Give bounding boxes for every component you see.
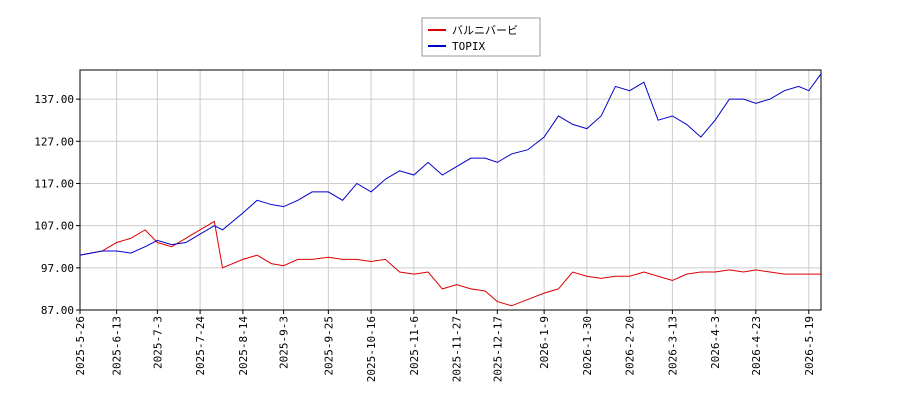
y-tick-label: 117.00: [34, 177, 74, 190]
x-tick-label: 2025-11-27: [451, 316, 464, 382]
x-tick-label: 2025-6-13: [111, 316, 124, 376]
x-tick-label: 2026-2-20: [624, 316, 637, 376]
x-tick-label: 2026-4-23: [750, 316, 763, 376]
legend-label: TOPIX: [452, 40, 485, 53]
x-tick-label: 2025-7-24: [194, 316, 207, 376]
legend-box: [421, 17, 541, 57]
x-tick-label: 2025-12-17: [491, 316, 504, 382]
x-tick-label: 2026-3-13: [666, 316, 679, 376]
legend-label: バルニバービ: [452, 24, 518, 37]
x-tick-label: 2025-10-16: [365, 316, 378, 382]
x-tick-label: 2026-1-9: [538, 316, 551, 369]
x-tick-label: 2025-5-26: [74, 316, 87, 376]
x-tick-label: 2025-7-3: [151, 316, 164, 369]
y-tick-label: 87.00: [41, 304, 74, 317]
series-line: [79, 220, 821, 307]
x-tick-label: 2025-9-3: [278, 316, 291, 369]
y-tick-label: 107.00: [34, 220, 74, 233]
x-tick-label: 2026-4-3: [709, 316, 722, 369]
x-tick-label: 2025-11-6: [408, 316, 421, 376]
y-tick-label: 137.00: [34, 93, 74, 106]
x-tick-label: 2025-9-25: [322, 316, 335, 376]
y-tick-label: 97.00: [41, 262, 74, 275]
series-line: [79, 73, 822, 256]
y-tick-label: 127.00: [34, 135, 74, 148]
x-tick-label: 2026-1-30: [581, 316, 594, 376]
x-tick-label: 2026-5-19: [803, 316, 816, 376]
plot-frame: [79, 69, 822, 311]
x-tick-label: 2025-8-14: [237, 316, 250, 376]
